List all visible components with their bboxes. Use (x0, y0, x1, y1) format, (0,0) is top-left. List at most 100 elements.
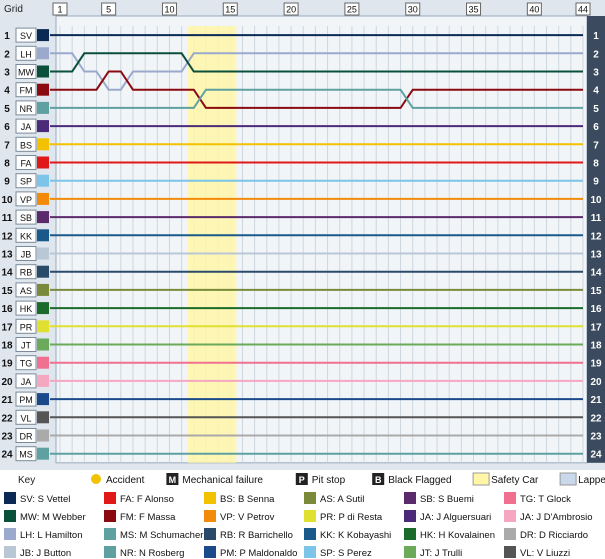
grid-code-box (15, 264, 37, 280)
grid-code-box (15, 82, 37, 98)
grid-code-box (15, 446, 37, 462)
grid-code-box (15, 27, 37, 43)
grid-driver-code: JA (21, 377, 32, 387)
key-driver-name: AS: A Sutil (320, 494, 364, 505)
key-driver-name: PM: P Maldonaldo (220, 548, 297, 559)
grid-code-box (15, 136, 37, 152)
key-driver-swatch (204, 528, 216, 540)
grid-position-label: 19 (1, 359, 13, 370)
grid-code-box (15, 118, 37, 134)
grid-driver-swatch (37, 47, 49, 60)
legend-item-label: Mechanical failure (182, 475, 263, 486)
lap-tick-label: 35 (469, 5, 479, 15)
key-driver-name: BS: B Senna (220, 494, 275, 505)
key-driver-name: MW: M Webber (20, 512, 86, 523)
lap-tick-box (52, 2, 68, 16)
grid-driver-swatch (37, 192, 49, 205)
grid-code-box (15, 409, 37, 425)
grid-code-box (15, 391, 37, 407)
grid-code-box (15, 246, 37, 261)
grid-driver-swatch (37, 101, 49, 114)
legend-item-label: Accident (106, 475, 145, 486)
legend-symbol-letter: P (299, 475, 305, 485)
grid-driver-swatch (37, 211, 49, 224)
grid-position-label: 11 (2, 213, 13, 224)
key-driver-name: TG: T Glock (520, 494, 571, 505)
legend-item-label: Black Flagged (388, 475, 451, 486)
key-driver-swatch (504, 528, 516, 540)
lap-tick-box (101, 2, 117, 16)
key-driver-name: JA: J Alguersuari (420, 512, 491, 523)
key-driver-swatch (104, 546, 116, 558)
grid-position-label: 4 (4, 86, 10, 97)
grid-position-label: 17 (1, 322, 13, 333)
position-label: 11 (591, 213, 602, 224)
grid-code-box (15, 191, 37, 207)
grid-driver-swatch (37, 302, 49, 315)
lap-tick-box (405, 2, 421, 16)
grid-driver-code: PM (19, 395, 33, 405)
grid-position-label: 10 (1, 195, 13, 206)
position-label: 13 (590, 250, 602, 261)
legend-symbol-letter: B (375, 475, 382, 485)
grid-code-box (15, 155, 37, 170)
grid-driver-code: KK (20, 231, 32, 241)
grid-driver-code: AS (20, 286, 32, 296)
plot-area (55, 15, 588, 464)
grid-driver-code: SB (20, 213, 32, 223)
grid-code-box (15, 64, 37, 79)
key-driver-swatch (504, 546, 516, 558)
grid-code-box (15, 355, 37, 371)
grid-driver-code: MS (19, 450, 33, 460)
position-label: 15 (590, 286, 602, 297)
key-driver-swatch (4, 492, 16, 504)
legend-item-label: Pit stop (312, 475, 346, 486)
grid-code-box (15, 300, 37, 316)
position-label: 23 (590, 432, 602, 443)
grid-driver-swatch (37, 83, 49, 96)
grid-driver-swatch (37, 156, 49, 169)
grid-driver-swatch (37, 320, 49, 333)
position-label: 18 (590, 341, 602, 352)
key-driver-swatch (404, 546, 416, 558)
key-driver-name: MS: M Schumacher (120, 530, 203, 541)
grid-position-label: 24 (1, 450, 13, 461)
grid-driver-code: JA (21, 122, 32, 132)
key-driver-swatch (4, 528, 16, 540)
driver-line-lh (50, 52, 583, 91)
grid-position-label: 2 (4, 49, 10, 60)
grid-driver-swatch (37, 29, 49, 42)
grid-driver-swatch (37, 429, 49, 442)
driver-line-mw (50, 52, 583, 73)
lap-tick-label: 15 (225, 5, 235, 15)
position-column (587, 16, 605, 463)
key-driver-name: JT: J Trulli (420, 548, 462, 559)
key-driver-swatch (4, 546, 16, 558)
key-driver-name: NR: N Rosberg (120, 548, 184, 559)
grid-position-label: 13 (1, 250, 13, 261)
grid-driver-code: NR (20, 104, 33, 114)
key-driver-name: FM: F Massa (120, 512, 176, 523)
key-driver-name: JB: J Button (20, 548, 71, 559)
key-driver-swatch (204, 546, 216, 558)
grid-header: Grid (4, 4, 23, 15)
key-driver-name: SV: S Vettel (20, 494, 70, 505)
grid-driver-code: VP (20, 195, 32, 205)
grid-driver-swatch (37, 174, 49, 187)
lap-tick-box (466, 2, 482, 16)
position-label: 12 (590, 231, 602, 242)
grid-code-box (15, 173, 37, 189)
key-driver-name: JA: J D'Ambrosio (520, 512, 593, 523)
position-label: 8 (593, 159, 599, 170)
grid-position-label: 15 (1, 286, 13, 297)
grid-driver-code: RB (20, 268, 33, 278)
grid-driver-swatch (37, 120, 49, 133)
key-driver-swatch (104, 528, 116, 540)
key-label: Key (18, 475, 35, 486)
lap-tick-label: 1 (57, 5, 62, 15)
grid-driver-swatch (37, 65, 49, 78)
grid-driver-code: JT (21, 341, 32, 351)
key-driver-name: VP: V Petrov (220, 512, 275, 523)
lap-tick-label: 20 (286, 5, 296, 15)
lap-tick-label: 5 (106, 5, 111, 15)
